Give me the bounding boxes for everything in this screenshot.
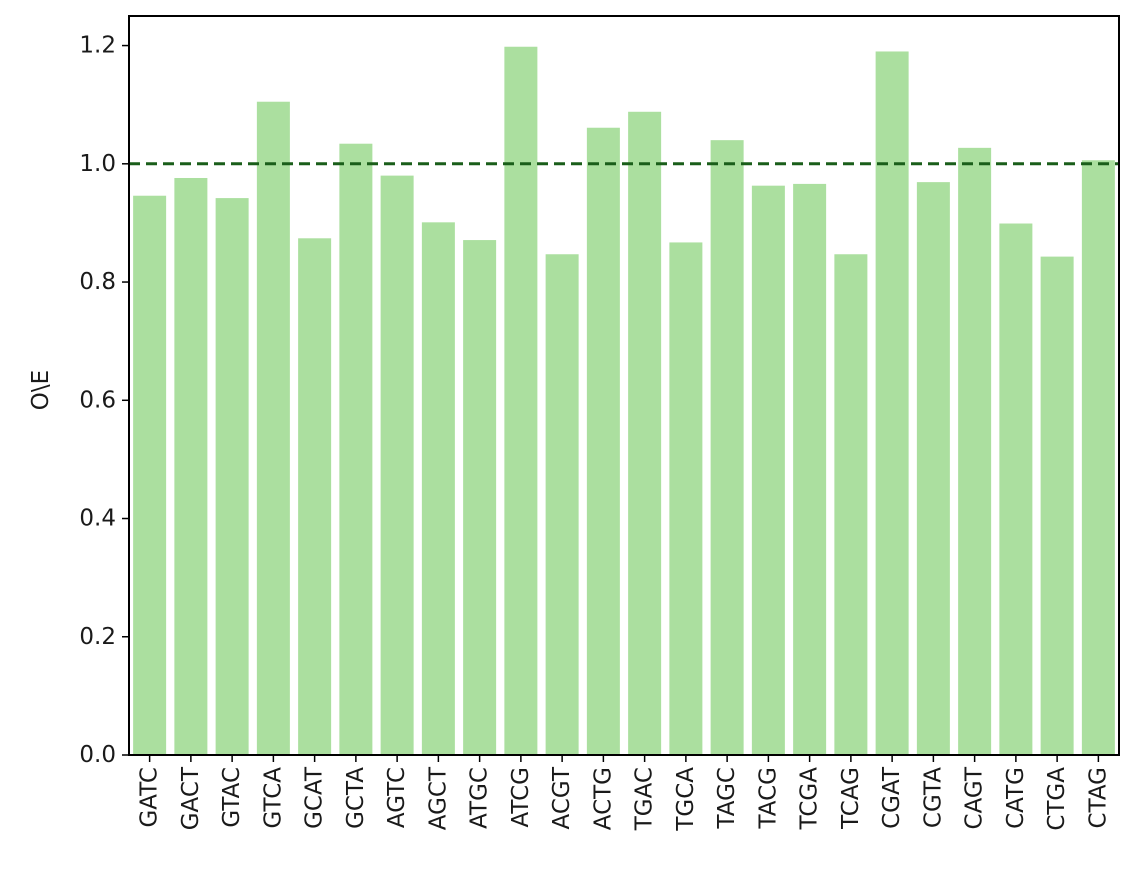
y-tick-label: 1.0 [79,151,116,177]
bar-tcag [834,254,868,755]
x-tick-label: ACGT [549,766,575,829]
x-tick-label: CGTA [920,767,946,828]
bar-acgt [545,254,579,755]
x-tick-label: CTGA [1044,767,1070,831]
bar-cgat [875,51,909,756]
x-axis: GATC GACT GTAC GTCA GCAT GCTA AGTC AGCT ATGC ATCG… [137,755,1111,832]
bar-tagc [710,140,744,756]
x-tick-label: ACTG [590,767,616,830]
bar-agct [421,222,455,755]
bar-atcg [504,46,538,755]
bar-cgta [916,182,950,755]
bar-catg [999,223,1033,755]
x-tick-label: TGCA [673,767,699,832]
x-tick-label: TCGA [797,767,823,831]
bar-agtc [380,175,414,755]
bar-gtac [215,198,249,755]
bar-gact [174,177,208,756]
y-tick-label: 1.2 [79,33,116,59]
x-tick-label: GACT [178,766,204,830]
x-tick-label: GCTA [343,767,369,829]
x-tick-label: ATGC [467,767,493,829]
bar-actg [586,127,620,755]
x-tick-label: TCAG [838,767,864,830]
bar-tgac [628,111,662,755]
x-tick-label: AGTC [384,767,410,828]
x-tick-label: TACG [755,767,781,829]
y-tick-label: 0.4 [79,506,116,532]
y-tick-label: 0.6 [79,387,116,413]
x-tick-label: GTAC [219,767,245,828]
bar-gcat [298,238,332,755]
bar-gtca [256,101,290,755]
bar-ctag [1081,160,1115,755]
bar-gatc [133,195,167,755]
y-axis-label: O\E [28,370,54,410]
x-tick-label: AGCT [425,766,451,830]
x-tick-label: CAGT [962,766,988,829]
bar-ctga [1040,256,1074,755]
bar-gcta [339,143,373,755]
x-tick-label: GTCA [260,767,286,829]
x-tick-label: CGAT [879,766,905,829]
bars-group [133,46,1115,756]
x-tick-label: CATG [1003,767,1029,829]
bar-tgca [669,242,703,756]
y-tick-label: 0.8 [79,269,116,295]
bar-tacg [751,185,785,756]
bar-cagt [958,147,992,756]
bar-tcga [793,183,827,755]
x-tick-label: CTAG [1085,767,1111,828]
x-tick-label: TAGC [714,767,740,829]
x-tick-label: GATC [137,767,163,828]
y-tick-label: 0.2 [79,624,116,650]
x-tick-label: GCAT [302,766,328,829]
bar-atgc [463,240,497,755]
plot-frame [128,15,1120,756]
x-tick-label: ATCG [508,767,534,828]
y-tick-label: 0.0 [79,742,116,768]
y-axis: 0.0 0.2 0.4 0.6 0.8 1.0 1.2 [79,33,129,768]
x-tick-label: TGAC [632,767,658,831]
